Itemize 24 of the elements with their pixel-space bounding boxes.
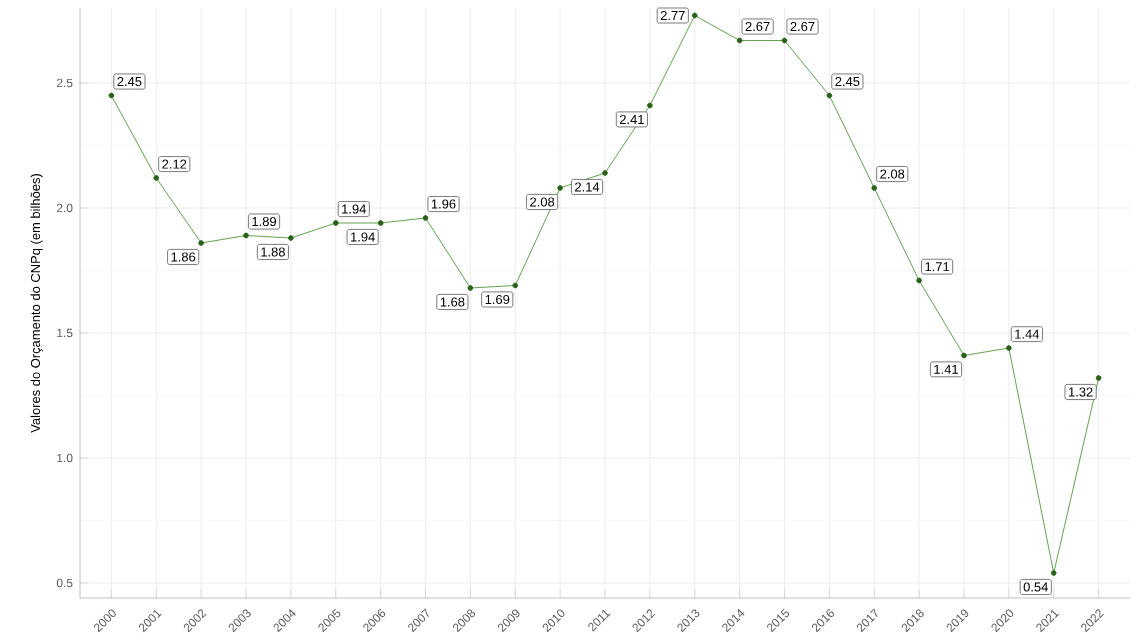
point bbox=[602, 170, 608, 176]
point bbox=[108, 92, 115, 99]
point bbox=[467, 285, 474, 291]
point bbox=[243, 232, 249, 239]
point bbox=[422, 215, 429, 221]
point bbox=[916, 277, 922, 284]
line-series bbox=[108, 12, 1102, 576]
point bbox=[377, 220, 384, 226]
point bbox=[647, 102, 653, 109]
point bbox=[198, 240, 204, 246]
point bbox=[961, 352, 967, 359]
point bbox=[871, 185, 878, 191]
point bbox=[332, 220, 339, 226]
point bbox=[736, 37, 743, 44]
point bbox=[153, 175, 160, 181]
point bbox=[1006, 345, 1012, 351]
point bbox=[288, 235, 294, 241]
point bbox=[1095, 375, 1102, 381]
point bbox=[512, 282, 519, 289]
point bbox=[557, 185, 563, 191]
point bbox=[781, 37, 788, 44]
point bbox=[1050, 570, 1057, 576]
point bbox=[826, 92, 833, 99]
point bbox=[691, 12, 698, 19]
